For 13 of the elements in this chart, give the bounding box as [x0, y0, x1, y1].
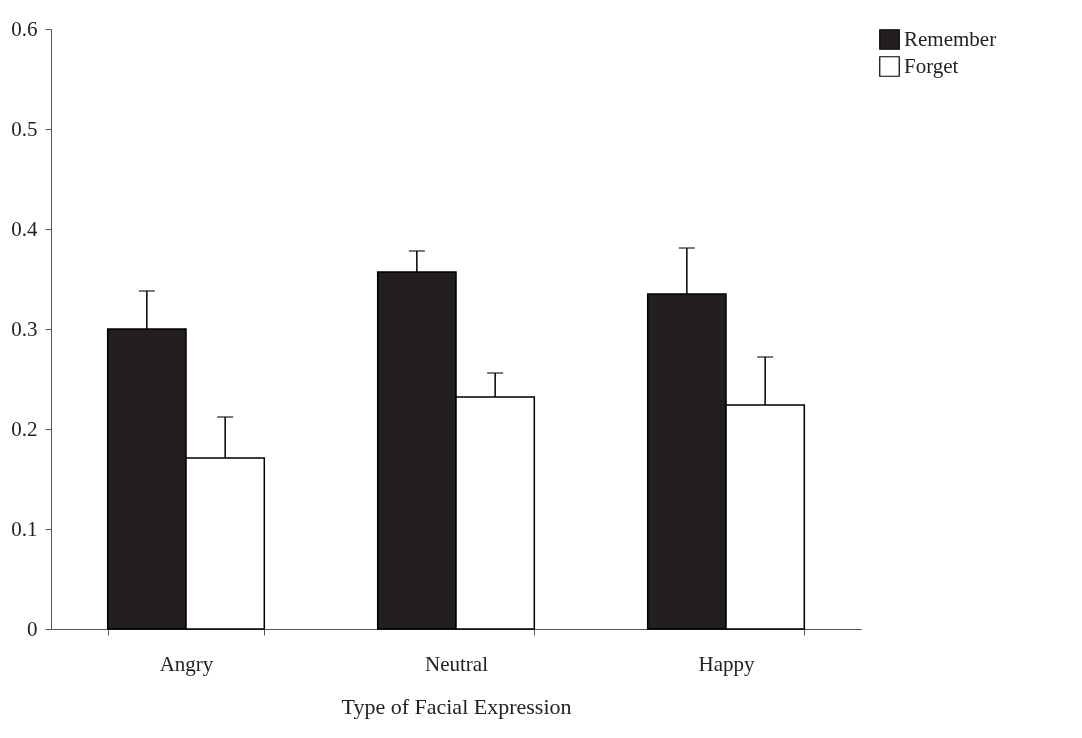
x-axis-title: Type of Facial Expression [341, 693, 572, 719]
y-tick-label: 0.4 [11, 216, 38, 241]
legend-label: Remember [904, 26, 997, 51]
y-tick-label: 0.1 [11, 516, 38, 541]
legend-label: Forget [904, 53, 959, 78]
x-tick-label: Neutral [425, 651, 489, 676]
y-tick-label: 0 [27, 616, 38, 641]
x-tick-label: Happy [698, 651, 755, 676]
y-tick-label: 0.3 [11, 316, 38, 341]
x-tick-label: Angry [159, 651, 214, 676]
y-tick-label: 0.2 [11, 416, 38, 441]
y-tick-label: 0.5 [11, 116, 38, 141]
y-tick-label: 0.6 [11, 16, 38, 41]
